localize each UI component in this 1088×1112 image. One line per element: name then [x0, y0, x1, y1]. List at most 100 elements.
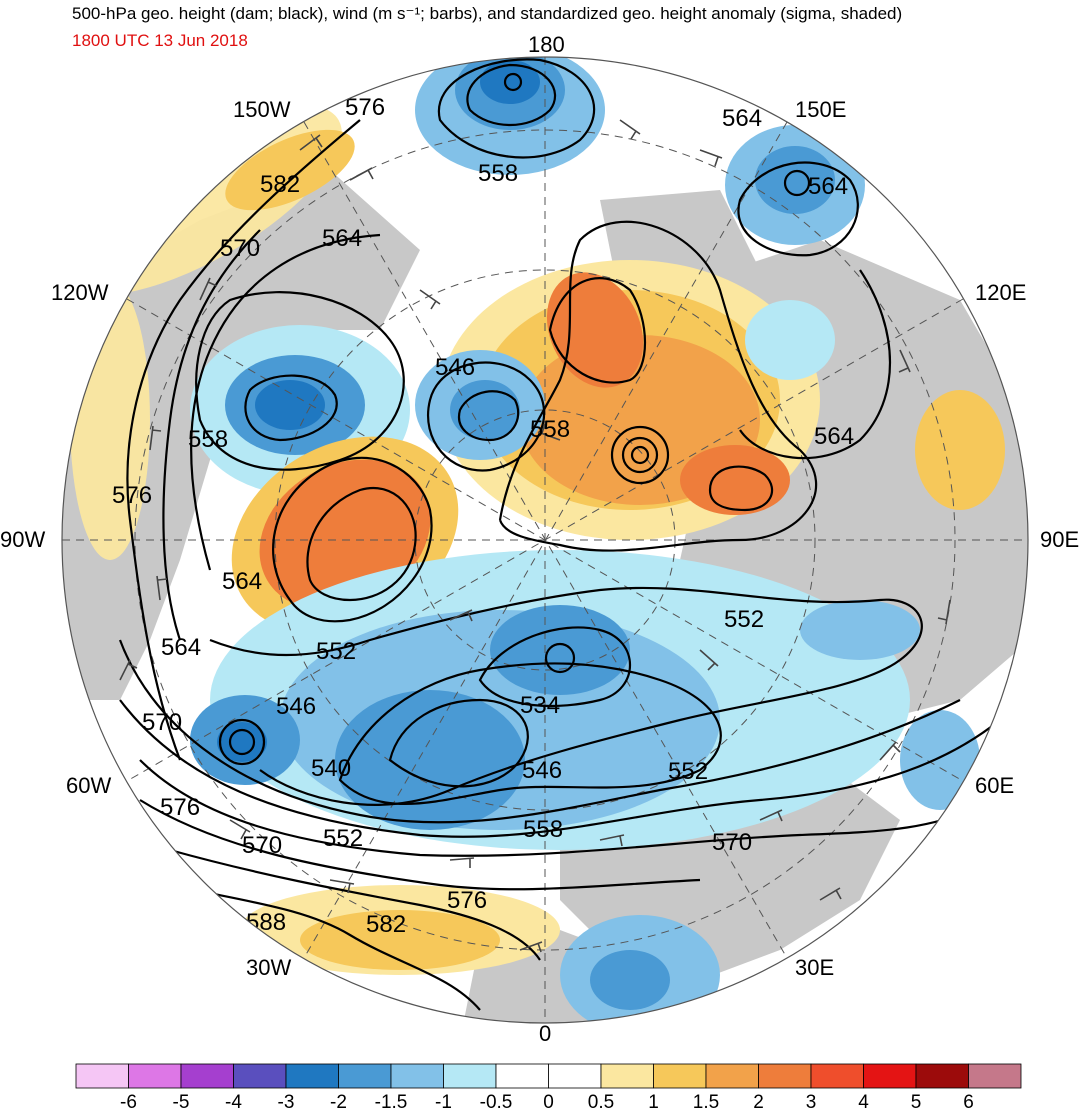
lon-label-150w: 150W	[233, 97, 291, 122]
contour-570-south	[139, 759, 991, 857]
contour-546-pole	[427, 361, 546, 472]
parallel-ring-2	[274, 269, 816, 811]
colorbar-tick-label: 1	[648, 1092, 659, 1112]
wind-barb	[419, 289, 441, 310]
anomaly-neg-scandinavia	[490, 605, 630, 695]
colorbar-box	[915, 1063, 969, 1089]
polar-map: 576 582 570 564 558 564 564 546 558 558 …	[0, 32, 1079, 1046]
colorbar-box	[600, 1063, 654, 1089]
land-north-america-west	[62, 170, 420, 700]
contour-label: 564	[322, 225, 362, 252]
colorbar-box	[810, 1063, 864, 1089]
colorbar-tick-label: 0	[543, 1092, 554, 1112]
wind-barb	[149, 425, 162, 451]
contour-label: 540	[311, 755, 351, 782]
contour-label: 552	[668, 758, 708, 785]
map-disc: 576 582 570 564 558 564 564 546 558 558 …	[62, 57, 1028, 1023]
colorbar-box	[233, 1063, 287, 1089]
contour-label: 570	[242, 832, 282, 859]
contour-label: 558	[523, 816, 563, 843]
contour-564-eastasia	[737, 161, 859, 257]
contour-high-center-2	[621, 436, 659, 474]
wind-barb	[937, 599, 951, 625]
lon-label-90e: 90E	[1040, 527, 1079, 552]
anomaly-neg-north-pole-core	[450, 380, 520, 440]
lon-label-0: 0	[539, 1021, 551, 1046]
contour-552-pacific	[466, 63, 557, 127]
anomaly-neg-beaufort-core2	[255, 380, 325, 430]
contour-label: 534	[520, 692, 560, 719]
colorbar-tick-label: -2	[330, 1092, 347, 1112]
colorbar-labels: -6 -5 -4 -3 -2 -1.5 -1 -0.5 0 0.5 1 1.5 2 3 4 5 6	[120, 1092, 974, 1112]
colorbar-box	[863, 1063, 917, 1089]
graticule	[62, 57, 1028, 1023]
valid-time: 1800 UTC 13 Jun 2018	[72, 31, 248, 50]
wind-barb	[699, 649, 719, 671]
contour-label: 576	[160, 794, 200, 821]
lon-label-60w: 60W	[66, 773, 111, 798]
contour-label: 576	[112, 482, 152, 509]
contour-label: 570	[142, 709, 182, 736]
colorbar-box	[75, 1063, 129, 1089]
wind-barb	[699, 149, 723, 167]
colorbar-tick-label: -5	[173, 1092, 190, 1112]
wind-barb	[449, 609, 473, 622]
contour-labels: 576 582 570 564 558 564 564 546 558 558 …	[112, 94, 854, 938]
contour-label: 564	[722, 105, 762, 132]
anomaly-neg-pacific-core2	[480, 60, 540, 104]
contour-546-atlantic	[338, 662, 722, 805]
colorbar-box	[390, 1063, 444, 1089]
contour-high-center-3	[630, 445, 650, 465]
contour-label: 546	[276, 693, 316, 720]
colorbar-box	[180, 1063, 234, 1089]
colorbar-tick-label: 2	[753, 1092, 764, 1112]
contour-label: 558	[478, 160, 518, 187]
contour-540-pole	[457, 390, 520, 442]
contour-label: 582	[366, 911, 406, 938]
wind-barb	[199, 277, 218, 301]
colorbar-box	[285, 1063, 339, 1089]
wind-barb	[599, 834, 625, 847]
colorbar-tick-label: -0.5	[480, 1092, 513, 1112]
colorbar-box	[495, 1063, 549, 1089]
contour-564-canada	[272, 456, 433, 623]
contour-label: 546	[522, 757, 562, 784]
contour-label: 564	[161, 634, 201, 661]
contour-low-labrador-2	[228, 728, 256, 756]
contour-label: 570	[220, 235, 260, 262]
contour-label: 582	[260, 171, 300, 198]
anomaly-neg-central-asia	[800, 600, 920, 660]
meridian-120-300	[126, 298, 964, 782]
lon-label-90w: 90W	[0, 527, 45, 552]
contour-label: 576	[447, 887, 487, 914]
wind-barb	[156, 575, 168, 601]
contour-label: 570	[712, 829, 752, 856]
contour-low-labrador-1	[218, 718, 266, 766]
lon-label-120w: 120W	[51, 280, 109, 305]
contour-564-asia	[739, 269, 891, 460]
contour-low-eastasia	[783, 169, 811, 197]
wind-barb	[449, 857, 475, 868]
anomaly-neg-caspian	[900, 710, 980, 810]
lon-label-150e: 150E	[795, 97, 846, 122]
contour-label: 552	[316, 638, 356, 665]
wind-barb	[537, 423, 561, 441]
contour-564-south	[119, 699, 1001, 838]
colorbar-tick-label: 3	[806, 1092, 817, 1112]
contour-label: 546	[435, 354, 475, 381]
colorbar: -6 -5 -4 -3 -2 -1.5 -1 -0.5 0 0.5 1 1.5 2 3 4 5 6	[75, 1063, 1022, 1112]
longitude-labels: 180 150W 150E 120W 120E 90W 90E 60W 60E …	[0, 32, 1079, 1046]
contour-high-center-1	[610, 425, 670, 485]
colorbar-box	[548, 1063, 602, 1089]
wind-barb	[299, 134, 323, 151]
colorbar-tick-label: -1	[435, 1092, 452, 1112]
colorbar-box	[705, 1063, 759, 1089]
colorbar-box	[968, 1063, 1022, 1089]
colorbar-boxes	[75, 1063, 1022, 1089]
contour-label: 564	[808, 173, 848, 200]
colorbar-tick-label: 6	[963, 1092, 974, 1112]
colorbar-tick-label: -1.5	[375, 1092, 408, 1112]
map-boundary	[61, 56, 1029, 1024]
wind-barb	[759, 809, 783, 822]
contour-label: 552	[323, 825, 363, 852]
